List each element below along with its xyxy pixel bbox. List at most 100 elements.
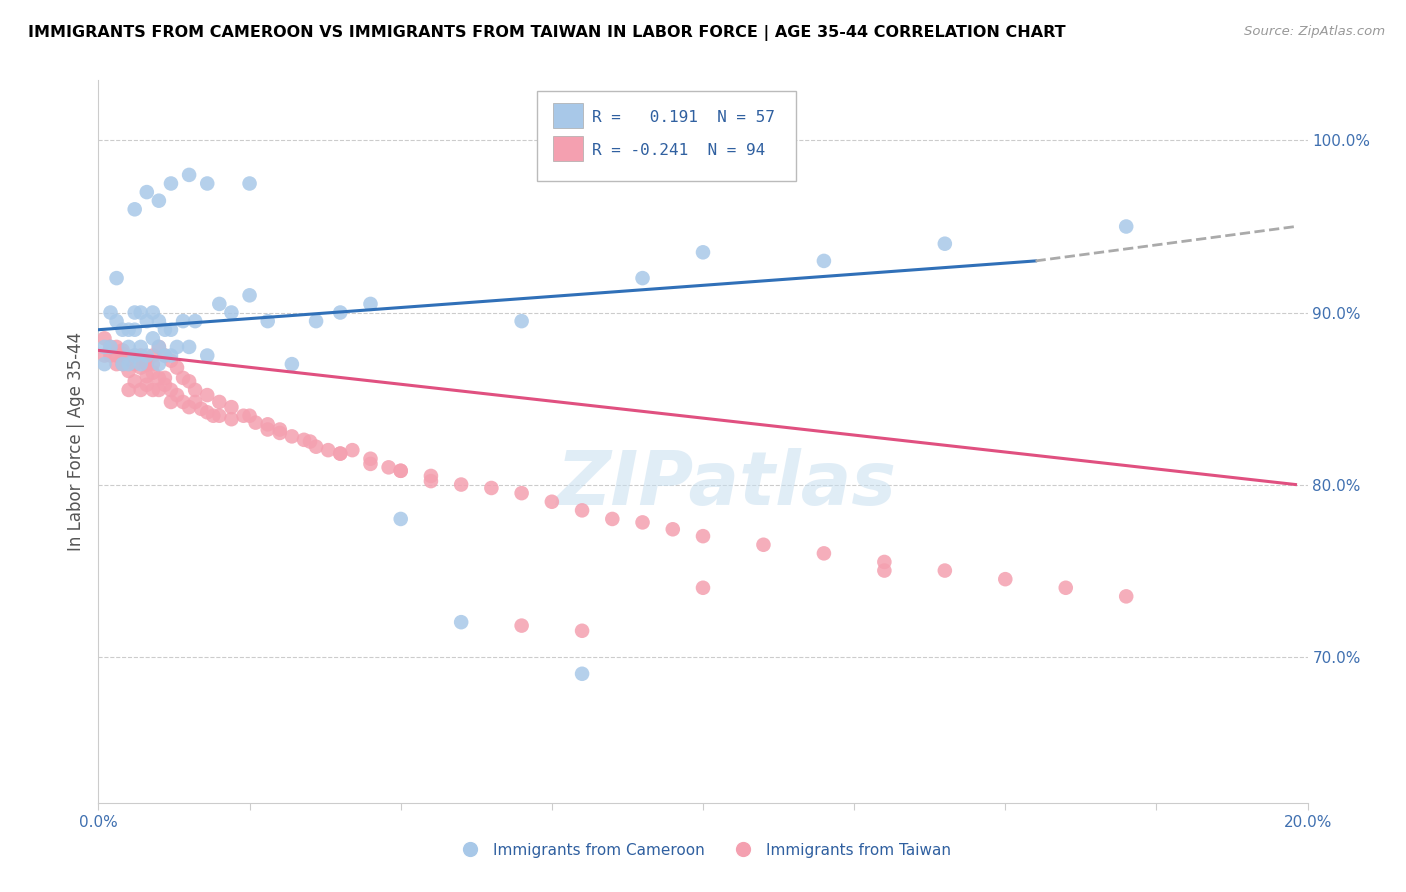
Point	[172, 314, 194, 328]
Point	[1054, 581, 1077, 595]
Point	[135, 314, 157, 328]
Point	[100, 340, 122, 354]
Point	[105, 271, 128, 285]
Point	[105, 357, 128, 371]
Point	[142, 305, 165, 319]
Point	[124, 375, 146, 389]
Point	[129, 349, 152, 363]
Point	[934, 236, 956, 251]
Point	[142, 383, 165, 397]
Point	[269, 423, 291, 437]
Point	[111, 343, 134, 358]
Text: R = -0.241  N = 94: R = -0.241 N = 94	[592, 143, 765, 158]
Point	[540, 494, 562, 508]
Point	[269, 425, 291, 440]
Point	[111, 357, 134, 371]
Point	[239, 288, 262, 302]
Point	[129, 383, 152, 397]
Point	[148, 194, 170, 208]
Point	[190, 401, 212, 416]
Point	[129, 357, 152, 371]
Point	[124, 357, 146, 371]
Text: Source: ZipAtlas.com: Source: ZipAtlas.com	[1244, 25, 1385, 38]
Point	[305, 314, 328, 328]
Point	[142, 349, 165, 363]
Point	[160, 383, 183, 397]
Point	[1115, 219, 1137, 234]
Point	[510, 314, 533, 328]
Point	[135, 357, 157, 371]
Point	[118, 383, 141, 397]
Point	[142, 357, 165, 371]
Point	[148, 314, 170, 328]
Point	[118, 357, 141, 371]
Point	[342, 443, 364, 458]
Point	[389, 464, 412, 478]
Point	[184, 383, 207, 397]
Point	[93, 340, 115, 354]
Point	[135, 185, 157, 199]
Point	[292, 433, 315, 447]
Legend: Immigrants from Cameroon, Immigrants from Taiwan: Immigrants from Cameroon, Immigrants fro…	[449, 837, 957, 863]
Point	[232, 409, 254, 423]
Point	[118, 323, 141, 337]
Point	[873, 564, 896, 578]
Text: IMMIGRANTS FROM CAMEROON VS IMMIGRANTS FROM TAIWAN IN LABOR FORCE | AGE 35-44 CO: IMMIGRANTS FROM CAMEROON VS IMMIGRANTS F…	[28, 25, 1066, 41]
Point	[179, 340, 201, 354]
Point	[184, 395, 207, 409]
Point	[360, 297, 382, 311]
Point	[172, 395, 194, 409]
Point	[142, 331, 165, 345]
Point	[481, 481, 503, 495]
Point	[142, 366, 165, 380]
Point	[111, 323, 134, 337]
Point	[172, 371, 194, 385]
Point	[208, 395, 231, 409]
Point	[281, 357, 304, 371]
Point	[100, 305, 122, 319]
Point	[184, 314, 207, 328]
Point	[93, 357, 115, 371]
Point	[118, 340, 141, 354]
Point	[256, 423, 278, 437]
Point	[195, 349, 218, 363]
Point	[135, 369, 157, 384]
Point	[153, 377, 176, 392]
Point	[510, 618, 533, 632]
Point	[450, 615, 472, 630]
Point	[124, 305, 146, 319]
Point	[148, 357, 170, 371]
Point	[661, 522, 683, 536]
Point	[994, 572, 1017, 586]
Point	[124, 349, 146, 363]
Point	[256, 417, 278, 432]
Point	[148, 340, 170, 354]
Point	[389, 464, 412, 478]
Point	[420, 469, 443, 483]
Point	[135, 377, 157, 392]
Point	[135, 357, 157, 371]
Point	[631, 516, 654, 530]
Point	[360, 457, 382, 471]
Text: ZIPatlas: ZIPatlas	[557, 449, 897, 522]
Point	[160, 395, 183, 409]
Point	[202, 409, 225, 423]
Point	[602, 512, 624, 526]
Point	[195, 177, 218, 191]
Point	[692, 581, 714, 595]
Text: R =   0.191  N = 57: R = 0.191 N = 57	[592, 110, 775, 125]
Point	[329, 305, 352, 319]
Point	[245, 416, 267, 430]
Point	[166, 340, 188, 354]
Point	[221, 305, 243, 319]
Point	[571, 666, 593, 681]
Point	[256, 314, 278, 328]
Point	[105, 349, 128, 363]
Point	[813, 546, 835, 560]
Point	[179, 400, 201, 414]
Point	[166, 360, 188, 375]
Point	[221, 412, 243, 426]
Point	[166, 388, 188, 402]
Point	[153, 323, 176, 337]
Point	[195, 388, 218, 402]
